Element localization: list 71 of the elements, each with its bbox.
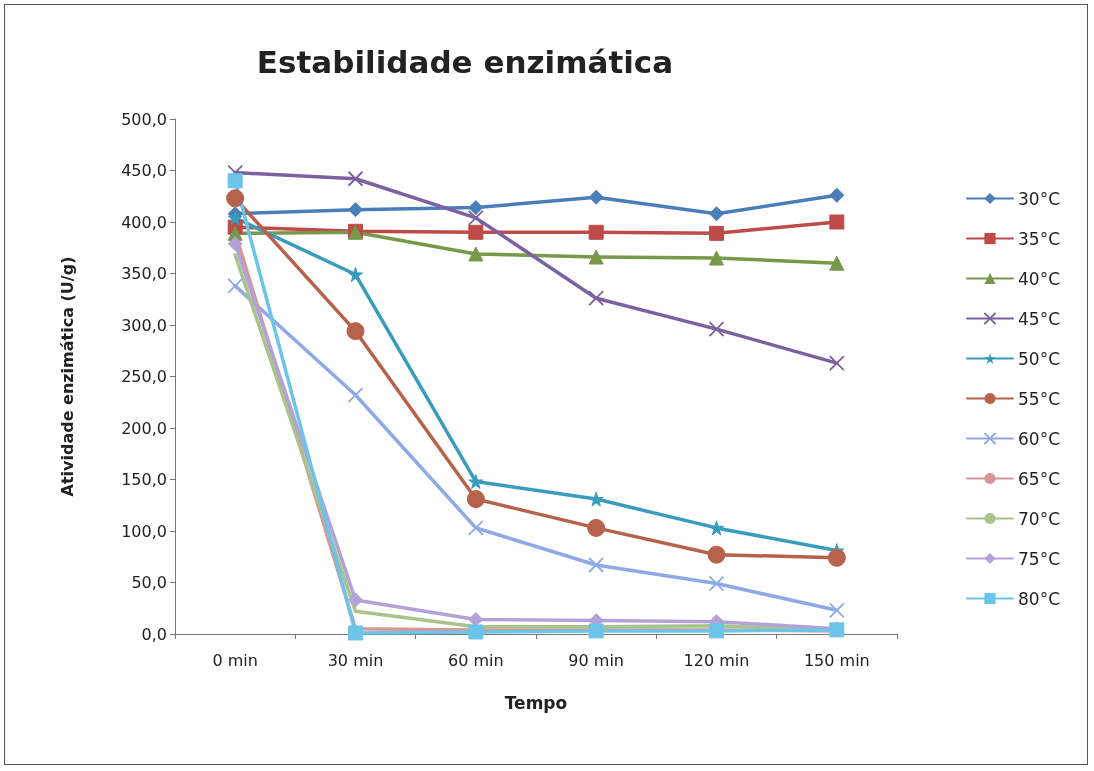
point xyxy=(828,602,845,619)
point xyxy=(588,189,604,205)
legend-label: 70°C xyxy=(1018,508,1061,529)
point xyxy=(707,545,726,564)
point xyxy=(468,200,484,216)
point xyxy=(829,187,845,203)
x-tick-label: 150 min xyxy=(803,650,870,670)
y-tick-label: 150,0 xyxy=(121,470,167,489)
point xyxy=(587,518,606,537)
legend-label: 40°C xyxy=(1018,268,1061,289)
point xyxy=(709,225,724,241)
y-tick-label: 100,0 xyxy=(121,521,167,541)
legend-label: 30°C xyxy=(1018,188,1061,209)
point xyxy=(468,224,484,240)
point xyxy=(709,206,724,222)
y-axis-title: Atividade enzimática (U/g) xyxy=(57,256,77,497)
chart-title: Estabilidade enzimática xyxy=(256,43,674,80)
point xyxy=(227,236,243,252)
x-tick-label: 60 min xyxy=(448,650,504,670)
y-tick-label: 500,0 xyxy=(121,109,167,129)
point xyxy=(467,520,484,536)
point xyxy=(348,267,363,283)
y-tick-label: 300,0 xyxy=(121,315,167,335)
point xyxy=(708,321,725,338)
point xyxy=(346,322,365,341)
x-tick-label: 90 min xyxy=(568,650,624,670)
legend-label: 35°C xyxy=(1018,228,1061,249)
y-tick-label: 400,0 xyxy=(121,212,167,232)
point xyxy=(827,548,846,567)
point xyxy=(828,355,845,372)
point xyxy=(588,623,604,639)
y-tick-label: 50,0 xyxy=(131,573,167,592)
y-tick-label: 250,0 xyxy=(121,367,167,386)
legend-label: 80°C xyxy=(1018,588,1061,609)
x-tick-label: 0 min xyxy=(212,650,258,670)
point xyxy=(588,557,605,573)
legend-label: 50°C xyxy=(1018,348,1061,369)
point xyxy=(709,250,724,266)
point xyxy=(348,202,363,218)
y-tick-label: 0,0 xyxy=(141,624,167,644)
point xyxy=(348,592,363,608)
y-tick-label: 450,0 xyxy=(121,161,167,180)
point xyxy=(829,214,845,230)
point xyxy=(467,209,484,226)
x-axis-title: Tempo xyxy=(504,692,568,713)
x-tick-label: 30 min xyxy=(327,650,384,670)
point xyxy=(588,224,604,240)
point xyxy=(588,249,604,265)
legend-label: 60°C xyxy=(1018,428,1061,449)
point xyxy=(227,173,243,189)
point xyxy=(709,520,724,536)
point xyxy=(709,623,724,639)
point xyxy=(468,474,484,490)
point xyxy=(468,624,484,640)
legend-label: 65°C xyxy=(1018,468,1061,489)
point xyxy=(347,170,364,187)
point xyxy=(588,290,605,307)
legend-label: 55°C xyxy=(1018,388,1061,409)
point xyxy=(829,255,845,271)
legend-label: 45°C xyxy=(1018,308,1061,329)
x-tick-label: 120 min xyxy=(683,650,750,670)
point xyxy=(466,490,485,509)
point xyxy=(708,575,725,592)
y-tick-label: 350,0 xyxy=(121,264,167,283)
point xyxy=(226,189,245,208)
point xyxy=(348,625,363,641)
point xyxy=(227,210,243,226)
y-tick-label: 200,0 xyxy=(121,418,167,438)
legend-label: 75°C xyxy=(1018,548,1061,569)
point xyxy=(227,277,244,294)
point xyxy=(468,246,484,262)
